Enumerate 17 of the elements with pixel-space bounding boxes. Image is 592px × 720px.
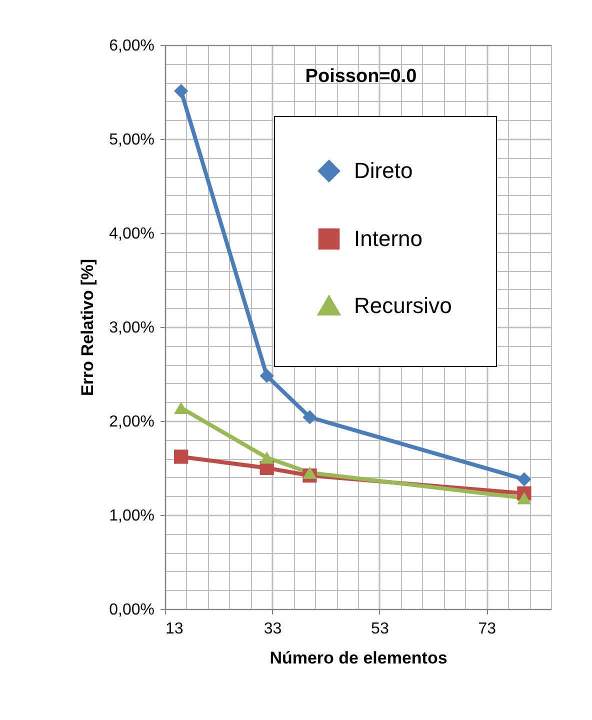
y-tick-label: 1,00% <box>109 508 154 524</box>
y-tick-label: 6,00% <box>109 38 154 54</box>
y-tick-label: 0,00% <box>109 602 154 618</box>
x-axis-title: Número de elementos <box>270 648 448 668</box>
y-tick-label: 5,00% <box>109 132 154 148</box>
annotation: Poisson=0.0 <box>305 66 417 87</box>
y-tick-label: 2,00% <box>109 414 154 430</box>
y-tick-label: 3,00% <box>109 320 154 336</box>
x-tick-label: 33 <box>264 620 282 638</box>
x-tick-label: 13 <box>166 620 184 638</box>
y-tick-label: 4,00% <box>109 226 154 242</box>
legend-label: Direto <box>354 158 413 183</box>
y-axis-title: Erro Relativo [%] <box>78 259 98 396</box>
legend-label: Recursivo <box>354 293 452 318</box>
legend-label: Interno <box>354 226 422 251</box>
x-tick-label: 53 <box>371 620 389 638</box>
x-tick-label: 73 <box>478 620 496 638</box>
